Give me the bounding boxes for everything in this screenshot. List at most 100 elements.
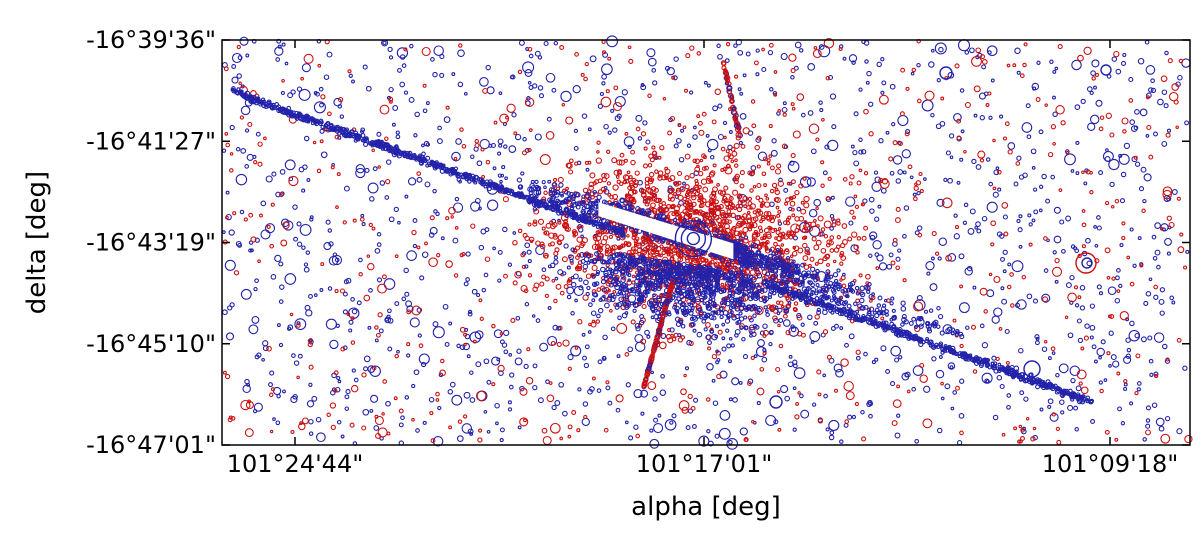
data-point-blue bbox=[762, 259, 767, 264]
data-point-red bbox=[233, 270, 240, 276]
data-point-blue bbox=[451, 151, 461, 162]
data-point-red bbox=[785, 197, 791, 203]
data-point-red bbox=[785, 220, 791, 226]
data-point-blue bbox=[1039, 407, 1044, 412]
data-point-red bbox=[1023, 42, 1028, 47]
data-point-blue bbox=[237, 55, 243, 61]
data-point-blue bbox=[610, 201, 615, 206]
data-point-red bbox=[1160, 75, 1168, 83]
data-point-blue bbox=[1132, 263, 1137, 268]
data-point-red bbox=[688, 258, 694, 264]
data-point-blue bbox=[986, 201, 998, 213]
data-point-red bbox=[542, 252, 549, 259]
data-point-blue bbox=[1000, 286, 1005, 291]
data-point-red bbox=[445, 260, 453, 268]
data-point-red bbox=[740, 199, 747, 206]
data-point-red bbox=[985, 103, 990, 107]
data-point-blue bbox=[979, 115, 985, 121]
data-point-blue bbox=[790, 273, 795, 278]
data-point-blue bbox=[614, 95, 626, 108]
data-point-red bbox=[472, 339, 477, 344]
data-point-blue bbox=[616, 236, 621, 241]
data-point-blue bbox=[635, 114, 643, 122]
data-point-blue bbox=[342, 309, 348, 315]
data-point-blue bbox=[958, 413, 965, 419]
data-point-blue bbox=[1071, 59, 1082, 71]
data-point-red bbox=[830, 217, 835, 222]
data-point-red bbox=[645, 186, 652, 193]
data-point-red bbox=[563, 284, 569, 290]
data-point-red bbox=[856, 180, 862, 186]
data-point-blue bbox=[734, 253, 738, 257]
data-point-red bbox=[555, 186, 561, 191]
data-point-blue bbox=[367, 182, 379, 194]
data-point-blue bbox=[498, 91, 503, 96]
data-point-red bbox=[1081, 170, 1085, 175]
data-point-red bbox=[798, 183, 804, 189]
data-point-blue bbox=[365, 85, 372, 92]
data-point-blue bbox=[718, 427, 731, 440]
data-point-blue bbox=[422, 108, 428, 114]
data-point-red bbox=[697, 120, 703, 126]
data-point-blue bbox=[301, 188, 306, 193]
data-point-blue bbox=[650, 315, 655, 320]
data-point-red bbox=[759, 366, 765, 372]
data-point-blue bbox=[318, 86, 324, 92]
data-point-red bbox=[257, 141, 263, 147]
data-point-blue bbox=[406, 353, 411, 358]
data-point-red bbox=[749, 188, 754, 193]
data-point-red bbox=[714, 199, 719, 205]
data-point-blue bbox=[719, 410, 731, 421]
data-point-blue bbox=[709, 329, 715, 334]
data-point-red bbox=[565, 116, 574, 125]
data-point-blue bbox=[269, 370, 275, 376]
data-point-red bbox=[669, 175, 676, 181]
data-point-blue bbox=[379, 180, 386, 186]
data-point-blue bbox=[981, 342, 989, 349]
data-point-red bbox=[995, 356, 1000, 362]
data-point-red bbox=[759, 219, 764, 224]
data-point-blue bbox=[769, 266, 774, 271]
data-point-red bbox=[1047, 151, 1054, 158]
data-point-red bbox=[1091, 76, 1096, 81]
data-point-blue bbox=[376, 131, 382, 137]
data-point-red bbox=[767, 225, 772, 230]
data-point-blue bbox=[535, 318, 541, 323]
data-point-red bbox=[790, 153, 796, 159]
data-point-red bbox=[1116, 289, 1121, 293]
data-point-blue bbox=[386, 314, 391, 320]
data-point-blue bbox=[363, 355, 371, 363]
data-point-blue bbox=[990, 78, 995, 83]
data-point-red bbox=[1020, 427, 1025, 433]
data-point-blue bbox=[1047, 356, 1052, 361]
data-point-red bbox=[854, 401, 860, 407]
data-point-red bbox=[766, 158, 771, 163]
data-point-red bbox=[601, 50, 607, 55]
data-point-blue bbox=[539, 342, 549, 352]
data-point-red bbox=[1109, 132, 1115, 138]
data-point-red bbox=[802, 255, 809, 262]
data-point-red bbox=[477, 437, 483, 443]
data-point-blue bbox=[975, 221, 981, 227]
data-point-blue bbox=[703, 327, 708, 332]
data-point-red bbox=[807, 263, 812, 268]
data-point-red bbox=[776, 389, 781, 394]
data-point-blue bbox=[543, 40, 549, 47]
data-point-red bbox=[768, 42, 774, 48]
data-point-red bbox=[623, 241, 628, 246]
data-point-blue bbox=[640, 411, 645, 416]
data-point-blue bbox=[759, 330, 765, 336]
data-point-red bbox=[1145, 95, 1150, 100]
data-point-red bbox=[721, 230, 726, 235]
data-point-red bbox=[839, 250, 845, 256]
data-point-blue bbox=[815, 268, 820, 274]
data-point-blue bbox=[1053, 235, 1062, 244]
data-point-blue bbox=[527, 80, 532, 85]
data-point-red bbox=[1042, 296, 1049, 303]
data-point-blue bbox=[392, 105, 399, 111]
data-point-red bbox=[546, 394, 555, 403]
data-point-red bbox=[582, 187, 589, 194]
data-point-red bbox=[796, 93, 805, 101]
data-point-red bbox=[756, 387, 765, 396]
data-point-blue bbox=[442, 303, 449, 310]
